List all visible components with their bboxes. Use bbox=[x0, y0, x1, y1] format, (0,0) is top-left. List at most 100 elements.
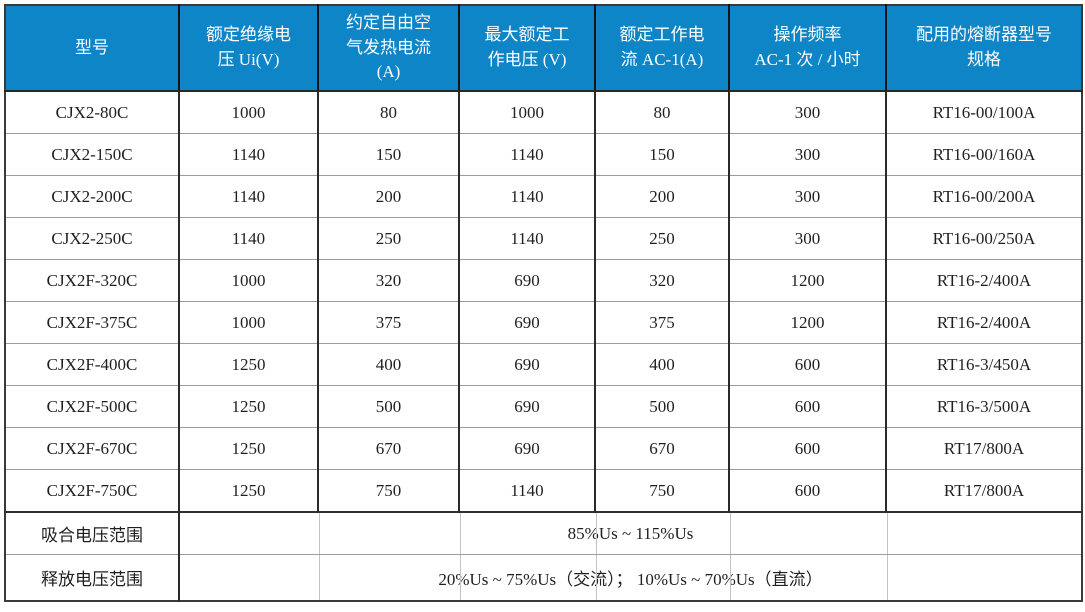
fuse-cell: RT16-00/100A bbox=[885, 91, 1082, 134]
value-cell: 690 bbox=[458, 259, 595, 302]
fuse-cell: RT16-00/160A bbox=[885, 133, 1082, 176]
ghost-column-separator bbox=[460, 513, 461, 554]
ghost-column-separator bbox=[319, 513, 320, 554]
table-body: CJX2-80C 1000 80 1000 80 300 RT16-00/100… bbox=[5, 91, 1082, 601]
value-cell: 300 bbox=[728, 217, 886, 260]
model-cell: CJX2F-320C bbox=[5, 259, 179, 302]
value-cell: 1000 bbox=[178, 91, 318, 134]
ghost-column-separator bbox=[887, 555, 888, 600]
header-cell-rated-current: 额定工作电 流 AC-1(A) bbox=[594, 5, 729, 92]
table-row: CJX2-80C 1000 80 1000 80 300 RT16-00/100… bbox=[5, 91, 1082, 134]
value-cell: 750 bbox=[594, 469, 729, 512]
value-cell: 80 bbox=[594, 91, 729, 134]
value-cell: 80 bbox=[317, 91, 459, 134]
value-cell: 1140 bbox=[178, 133, 318, 176]
ghost-column-separator bbox=[460, 555, 461, 600]
value-cell: 320 bbox=[594, 259, 729, 302]
fuse-cell: RT16-3/450A bbox=[885, 343, 1082, 386]
value-cell: 1200 bbox=[728, 301, 886, 344]
header-cell-thermal-current: 约定自由空 气发热电流 (A) bbox=[317, 5, 459, 92]
model-cell: CJX2-200C bbox=[5, 175, 179, 218]
fuse-cell: RT16-00/250A bbox=[885, 217, 1082, 260]
model-cell: CJX2F-750C bbox=[5, 469, 179, 512]
fuse-cell: RT16-2/400A bbox=[885, 301, 1082, 344]
value-cell: 300 bbox=[728, 175, 886, 218]
value-cell: 690 bbox=[458, 343, 595, 386]
value-cell: 600 bbox=[728, 469, 886, 512]
value-cell: 200 bbox=[594, 175, 729, 218]
value-cell: 1250 bbox=[178, 469, 318, 512]
model-cell: CJX2F-500C bbox=[5, 385, 179, 428]
value-cell: 500 bbox=[594, 385, 729, 428]
ghost-column-separator bbox=[596, 555, 597, 600]
fuse-cell: RT17/800A bbox=[885, 427, 1082, 470]
table-row: CJX2F-400C 1250 400 690 400 600 RT16-3/4… bbox=[5, 343, 1082, 386]
value-cell: 600 bbox=[728, 427, 886, 470]
value-cell: 200 bbox=[317, 175, 459, 218]
value-cell: 1250 bbox=[178, 343, 318, 386]
header-cell-fuse-spec: 配用的熔断器型号 规格 bbox=[885, 5, 1082, 92]
ghost-column-separator bbox=[596, 513, 597, 554]
value-cell: 300 bbox=[728, 133, 886, 176]
model-cell: CJX2F-670C bbox=[5, 427, 179, 470]
value-cell: 150 bbox=[594, 133, 729, 176]
value-cell: 400 bbox=[317, 343, 459, 386]
value-cell: 1140 bbox=[458, 217, 595, 260]
value-cell: 250 bbox=[594, 217, 729, 260]
header-cell-max-working-voltage: 最大额定工 作电压 (V) bbox=[458, 5, 595, 92]
value-cell: 375 bbox=[317, 301, 459, 344]
model-cell: CJX2F-375C bbox=[5, 301, 179, 344]
value-cell: 600 bbox=[728, 343, 886, 386]
pull-in-voltage-value: 85%Us ~ 115%Us bbox=[567, 523, 694, 543]
value-cell: 1140 bbox=[458, 133, 595, 176]
value-cell: 300 bbox=[728, 91, 886, 134]
value-cell: 670 bbox=[317, 427, 459, 470]
header-cell-insulation-voltage: 额定绝缘电 压 Ui(V) bbox=[178, 5, 318, 92]
value-cell: 600 bbox=[728, 385, 886, 428]
value-cell: 250 bbox=[317, 217, 459, 260]
pull-in-voltage-value-cell: 85%Us ~ 115%Us bbox=[178, 511, 1082, 555]
fuse-cell: RT16-2/400A bbox=[885, 259, 1082, 302]
table-row: CJX2F-500C 1250 500 690 500 600 RT16-3/5… bbox=[5, 385, 1082, 428]
ghost-column-separator bbox=[319, 555, 320, 600]
value-cell: 1200 bbox=[728, 259, 886, 302]
value-cell: 1000 bbox=[178, 259, 318, 302]
value-cell: 1000 bbox=[178, 301, 318, 344]
value-cell: 1140 bbox=[178, 175, 318, 218]
value-cell: 1250 bbox=[178, 427, 318, 470]
table-row: CJX2F-375C 1000 375 690 375 1200 RT16-2/… bbox=[5, 301, 1082, 344]
value-cell: 150 bbox=[317, 133, 459, 176]
table-row: CJX2F-670C 1250 670 690 670 600 RT17/800… bbox=[5, 427, 1082, 470]
ghost-column-separator bbox=[887, 513, 888, 554]
ghost-column-separator bbox=[730, 555, 731, 600]
table-row: CJX2-250C 1140 250 1140 250 300 RT16-00/… bbox=[5, 217, 1082, 260]
release-voltage-row: 释放电压范围 20%Us ~ 75%Us（交流）； 10%Us ~ 70%Us（… bbox=[5, 554, 1082, 601]
spec-table: 型号 额定绝缘电 压 Ui(V) 约定自由空 气发热电流 (A) 最大额定工 作… bbox=[4, 4, 1083, 602]
value-cell: 750 bbox=[317, 469, 459, 512]
table-row: CJX2F-320C 1000 320 690 320 1200 RT16-2/… bbox=[5, 259, 1082, 302]
header-cell-model: 型号 bbox=[5, 5, 179, 92]
value-cell: 1140 bbox=[458, 175, 595, 218]
fuse-cell: RT17/800A bbox=[885, 469, 1082, 512]
footer-label-cell: 释放电压范围 bbox=[5, 554, 179, 601]
header-cell-operating-frequency: 操作频率 AC-1 次 / 小时 bbox=[728, 5, 886, 92]
table-row: CJX2-150C 1140 150 1140 150 300 RT16-00/… bbox=[5, 133, 1082, 176]
release-voltage-value: 20%Us ~ 75%Us（交流）； 10%Us ~ 70%Us（直流） bbox=[438, 570, 823, 589]
value-cell: 1000 bbox=[458, 91, 595, 134]
ghost-column-separator bbox=[730, 513, 731, 554]
value-cell: 375 bbox=[594, 301, 729, 344]
model-cell: CJX2F-400C bbox=[5, 343, 179, 386]
table-row: CJX2F-750C 1250 750 1140 750 600 RT17/80… bbox=[5, 469, 1082, 512]
model-cell: CJX2-250C bbox=[5, 217, 179, 260]
table-row: CJX2-200C 1140 200 1140 200 300 RT16-00/… bbox=[5, 175, 1082, 218]
value-cell: 690 bbox=[458, 301, 595, 344]
release-voltage-value-cell: 20%Us ~ 75%Us（交流）； 10%Us ~ 70%Us（直流） bbox=[178, 554, 1082, 601]
value-cell: 320 bbox=[317, 259, 459, 302]
fuse-cell: RT16-00/200A bbox=[885, 175, 1082, 218]
value-cell: 670 bbox=[594, 427, 729, 470]
fuse-cell: RT16-3/500A bbox=[885, 385, 1082, 428]
value-cell: 400 bbox=[594, 343, 729, 386]
value-cell: 500 bbox=[317, 385, 459, 428]
footer-label-cell: 吸合电压范围 bbox=[5, 511, 179, 555]
